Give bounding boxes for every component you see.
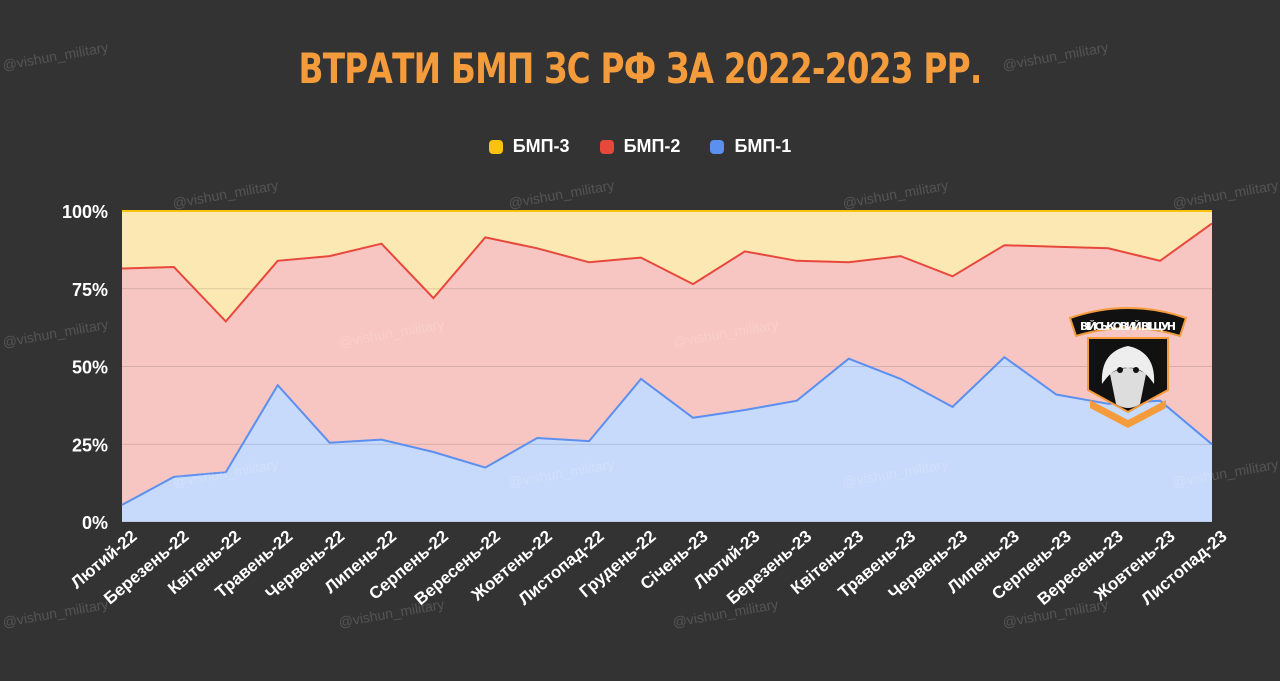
legend-item-bmp2[interactable]: БМП-2 xyxy=(599,136,681,157)
legend: БМП-3 БМП-2 БМП-1 xyxy=(0,136,1280,157)
legend-swatch-bmp1 xyxy=(710,139,725,154)
area-bmp1 xyxy=(122,357,1212,522)
x-axis-ticks: Лютий-22Березень-22Квітень-22Травень-22Ч… xyxy=(67,527,1230,609)
legend-item-bmp1[interactable]: БМП-1 xyxy=(710,136,791,157)
legend-swatch-bmp3 xyxy=(488,139,503,154)
legend-label-bmp3: БМП-3 xyxy=(512,136,570,156)
y-axis-ticks: 0% 25% 50% 75% 100% xyxy=(62,202,108,533)
line-bmp1 xyxy=(121,355,1213,506)
chart-lines xyxy=(121,210,1213,506)
area-bmp2 xyxy=(122,223,1212,505)
legend-label-bmp1: БМП-1 xyxy=(734,136,792,156)
legend-label-bmp2: БМП-2 xyxy=(623,136,681,156)
chart-areas xyxy=(122,211,1212,522)
line-bmp2 xyxy=(121,222,1213,323)
chart-title: ВТРАТИ БМП ЗС РФ ЗА 2022-2023 РР. xyxy=(298,44,983,93)
svg-text:ВІЙСЬКОВИЙ ВІЩУН: ВІЙСЬКОВИЙ ВІЩУН xyxy=(1080,320,1176,333)
area-bmp3 xyxy=(122,211,1212,322)
legend-swatch-bmp2 xyxy=(599,139,614,154)
legend-item-bmp3[interactable]: БМП-3 xyxy=(488,136,570,157)
y-tick-label: 100% xyxy=(62,202,108,222)
y-tick-label: 75% xyxy=(72,280,108,300)
logo-emblem: ВІЙСЬКОВИЙ ВІЩУН xyxy=(1068,307,1188,428)
y-tick-label: 50% xyxy=(72,358,108,378)
y-tick-label: 25% xyxy=(72,435,108,455)
y-tick-label: 0% xyxy=(82,513,108,533)
